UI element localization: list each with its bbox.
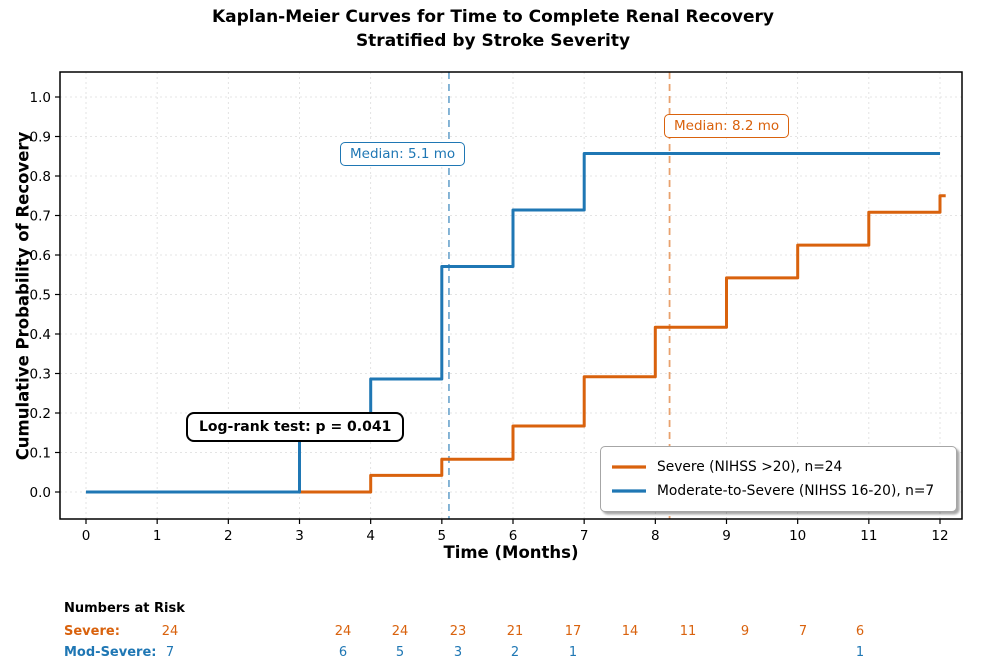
risk-table-heading: Numbers at Risk	[64, 601, 185, 616]
risk-value: 23	[449, 624, 467, 639]
x-tick-label: 8	[651, 528, 660, 544]
x-tick-label: 3	[295, 528, 304, 544]
risk-row-severe: Severe: 24 24 24 23 21 17 14 11 9 7 6	[0, 624, 986, 642]
y-tick-label: 0.1	[30, 445, 51, 461]
chart-title-line1: Kaplan-Meier Curves for Time to Complete…	[211, 7, 775, 27]
y-tick-label: 0.4	[30, 327, 51, 343]
x-tick-label: 5	[438, 528, 447, 544]
risk-value: 6	[338, 645, 348, 660]
risk-value: 2	[510, 645, 520, 660]
y-tick-label: 1.0	[30, 90, 51, 106]
logrank-annotation: Log-rank test: p = 0.041	[186, 412, 405, 442]
y-axis-label: Cumulative Probability of Recovery	[13, 131, 33, 461]
y-tick-label: 0.6	[30, 248, 51, 264]
risk-value: 3	[453, 645, 463, 660]
risk-value: 14	[621, 624, 639, 639]
y-tick-label: 0.3	[30, 366, 51, 382]
x-tick-label: 11	[860, 528, 877, 544]
legend-item-severe: Severe (NIHSS >20), n=24	[611, 459, 946, 475]
x-tick-label: 12	[931, 528, 948, 544]
y-tick-label: 0.7	[30, 208, 51, 224]
y-tick-label: 0.5	[30, 287, 51, 303]
x-tick-label: 7	[580, 528, 589, 544]
legend-label-severe: Severe (NIHSS >20), n=24	[657, 459, 843, 475]
risk-value: 1	[568, 645, 578, 660]
x-tick-label: 2	[224, 528, 233, 544]
chart-title: Kaplan-Meier Curves for Time to Complete…	[0, 5, 986, 53]
legend: Severe (NIHSS >20), n=24 Moderate-to-Sev…	[600, 446, 957, 512]
km-curve-moderate	[86, 152, 940, 494]
risk-value: 24	[334, 624, 352, 639]
y-tick-label: 0.8	[30, 169, 51, 185]
axes-frame	[59, 71, 963, 520]
risk-value: 17	[564, 624, 582, 639]
risk-row-modsevere-label: Mod-Severe:	[64, 645, 157, 660]
x-tick-label: 6	[509, 528, 518, 544]
risk-row-severe-label: Severe:	[64, 624, 120, 639]
risk-value: 7	[165, 645, 175, 660]
x-tick-label: 4	[366, 528, 375, 544]
x-tick-label: 10	[789, 528, 806, 544]
y-tick-label: 0.0	[30, 485, 51, 501]
y-tick-label: 0.2	[30, 406, 51, 422]
risk-value: 24	[161, 624, 179, 639]
legend-item-moderate: Moderate-to-Severe (NIHSS 16-20), n=7	[611, 483, 946, 499]
risk-row-modsevere: Mod-Severe: 7 6 5 3 2 1 1	[0, 645, 986, 663]
chart-title-line2: Stratified by Stroke Severity	[355, 31, 631, 51]
legend-label-moderate: Moderate-to-Severe (NIHSS 16-20), n=7	[657, 483, 935, 499]
risk-value: 11	[679, 624, 697, 639]
x-axis-label: Time (Months)	[443, 543, 579, 562]
x-tick-label: 9	[722, 528, 731, 544]
km-curve-severe	[86, 194, 946, 494]
risk-value: 1	[855, 645, 865, 660]
legend-line-moderate-icon	[612, 489, 646, 493]
risk-value: 7	[798, 624, 808, 639]
median-annotation-moderate: Median: 5.1 mo	[340, 142, 466, 166]
legend-line-severe-icon	[612, 465, 646, 469]
risk-value: 9	[740, 624, 750, 639]
risk-value: 24	[391, 624, 409, 639]
y-tick-label: 0.9	[30, 129, 51, 145]
x-tick-label: 1	[153, 528, 162, 544]
x-tick-label: 0	[82, 528, 91, 544]
risk-value: 5	[395, 645, 405, 660]
risk-value: 21	[506, 624, 524, 639]
median-annotation-severe: Median: 8.2 mo	[664, 114, 790, 138]
risk-value: 6	[855, 624, 865, 639]
